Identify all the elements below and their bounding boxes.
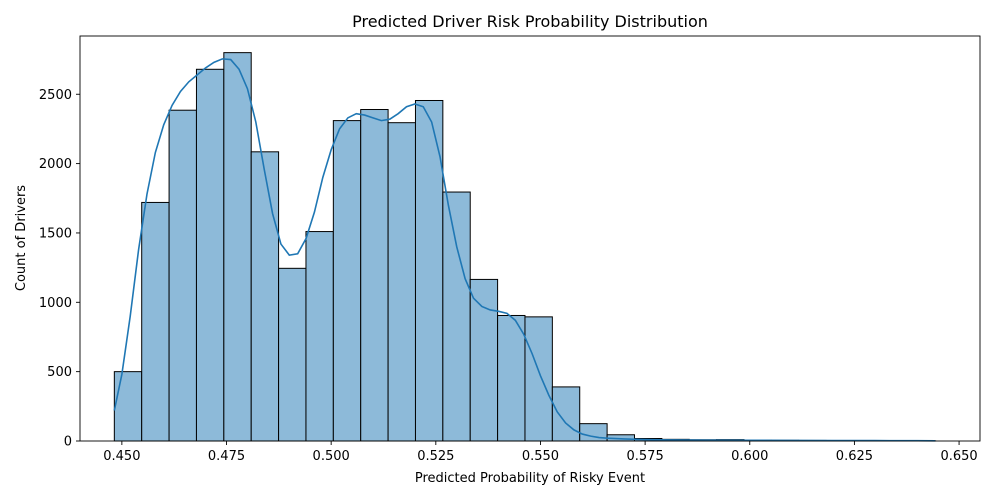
histogram-bar xyxy=(113,371,143,442)
x-tick-label: 0.625 xyxy=(836,449,873,464)
y-tick-label: 0 xyxy=(64,435,72,450)
y-tick-label: 500 xyxy=(47,365,72,380)
histogram-bar xyxy=(551,386,581,442)
x-tick-label: 0.450 xyxy=(103,449,140,464)
plot-frame xyxy=(79,35,981,442)
y-tick-label: 1500 xyxy=(39,226,72,241)
y-tick-label: 1000 xyxy=(39,296,72,311)
y-tick-label: 2000 xyxy=(39,157,72,172)
histogram-bar xyxy=(195,68,225,442)
histogram-bar xyxy=(442,191,471,442)
x-tick-label: 0.575 xyxy=(627,449,664,464)
y-axis-ticks: 0 500 1000 1500 2000 2500 xyxy=(39,88,80,450)
x-axis-label: Predicted Probability of Risky Event xyxy=(415,471,645,486)
x-tick-label: 0.525 xyxy=(417,449,454,464)
x-tick-label: 0.500 xyxy=(313,449,350,464)
y-tick-label: 2500 xyxy=(39,88,72,103)
histogram-bar xyxy=(168,109,197,442)
histogram-bar xyxy=(360,109,389,442)
histogram-bar xyxy=(387,122,416,442)
histogram-bar xyxy=(278,267,307,442)
y-axis-label: Count of Drivers xyxy=(14,185,29,291)
histogram-bar xyxy=(141,201,170,442)
histogram-bar xyxy=(524,316,553,442)
histogram-bar xyxy=(223,52,252,442)
x-tick-label: 0.650 xyxy=(940,449,977,464)
x-tick-label: 0.550 xyxy=(522,449,559,464)
chart-title: Predicted Driver Risk Probability Distri… xyxy=(352,12,708,31)
x-tick-label: 0.600 xyxy=(731,449,768,464)
histogram-bars xyxy=(113,52,937,442)
histogram-bar xyxy=(414,99,444,442)
histogram-bar xyxy=(332,120,362,442)
histogram-bar xyxy=(469,278,499,442)
histogram-bar xyxy=(250,151,280,442)
histogram-bar xyxy=(497,314,526,442)
histogram-bar xyxy=(305,231,334,442)
x-axis-ticks: 0.450 0.475 0.500 0.525 0.550 0.575 0.600 0.625… xyxy=(103,441,978,464)
x-tick-label: 0.475 xyxy=(208,449,245,464)
kde-curve xyxy=(113,58,936,442)
